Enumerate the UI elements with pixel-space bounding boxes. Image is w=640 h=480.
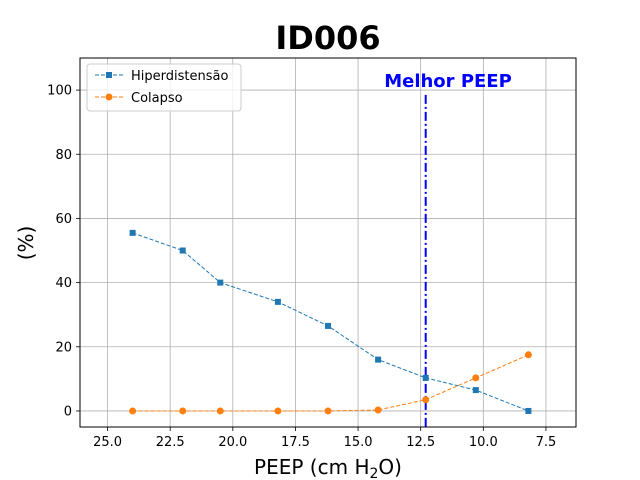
series-1-point xyxy=(472,374,480,382)
series-0-point xyxy=(422,374,429,381)
y-tick-label: 20 xyxy=(55,340,72,355)
x-tick-label: 12.5 xyxy=(406,435,435,450)
x-axis-label: PEEP (cm H2O) xyxy=(254,455,402,480)
series-group xyxy=(129,229,532,415)
y-tick-label: 100 xyxy=(47,84,72,99)
x-tick-label: 17.5 xyxy=(281,435,310,450)
series-1-point xyxy=(374,406,382,414)
x-tick-label: 22.5 xyxy=(156,435,185,450)
x-tick-label: 25.0 xyxy=(93,435,122,450)
series-1-point xyxy=(422,396,430,404)
series-0-point xyxy=(525,407,532,414)
y-tick-label: 60 xyxy=(55,212,72,227)
best-peep-label: Melhor PEEP xyxy=(384,71,512,92)
x-axis-label-subscript: 2 xyxy=(369,466,378,480)
series-1-point xyxy=(179,407,187,415)
series-0-point xyxy=(217,279,224,286)
legend-box xyxy=(86,63,242,112)
series-0-point xyxy=(325,322,331,329)
x-tick-label: 15.0 xyxy=(344,435,373,450)
x-axis-label-end: O) xyxy=(378,455,402,479)
legend-marker-circle-icon xyxy=(105,93,113,101)
series-0-point xyxy=(129,229,136,236)
ticks: 25.0 22.5 20.0 17.5 15.0 12.5 10.0 7.5 0 20 40 60 80… xyxy=(47,84,556,450)
series-0-point xyxy=(179,247,186,254)
x-tick-label: 10.0 xyxy=(469,435,498,450)
series-0-point xyxy=(375,356,382,363)
plot-frame xyxy=(79,57,577,428)
x-axis-label-main: PEEP (cm H xyxy=(254,455,369,479)
series-0-point xyxy=(472,387,479,394)
legend-marker-square-icon xyxy=(106,72,112,78)
series-1-point xyxy=(129,407,137,415)
y-tick-label: 80 xyxy=(55,148,72,163)
legend-label-hiperdistensao: Hiperdistensão xyxy=(131,69,228,84)
series-1-point xyxy=(274,407,282,415)
chart-title: ID006 xyxy=(275,19,380,57)
x-tick-label: 20.0 xyxy=(218,435,247,450)
series-1-point xyxy=(216,407,224,415)
x-tick-label: 7.5 xyxy=(536,435,557,450)
y-tick-label: 40 xyxy=(55,276,72,291)
legend-label-colapso: Colapso xyxy=(131,91,183,106)
series-1-point xyxy=(524,351,532,359)
legend: Hiperdistensão Colapso xyxy=(86,63,242,112)
y-tick-label: 0 xyxy=(64,404,72,419)
series-0-point xyxy=(274,298,281,305)
y-axis-label: (%) xyxy=(14,226,38,261)
series-1-point xyxy=(324,407,332,415)
